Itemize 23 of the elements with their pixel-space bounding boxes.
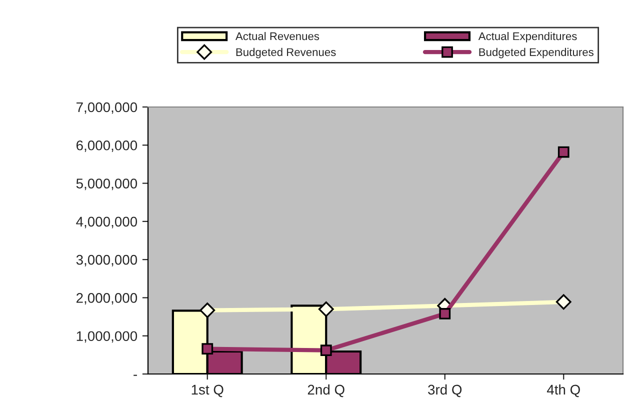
x-tick-label: 3rd Q: [428, 384, 462, 398]
x-tick-label: 4th Q: [546, 384, 580, 398]
y-tick-label: 6,000,000: [76, 140, 138, 152]
y-tick-label: 7,000,000: [76, 102, 138, 114]
legend-label: Budgeted Revenues: [236, 48, 336, 58]
legend-label: Actual Expenditures: [478, 32, 577, 42]
point: [202, 343, 214, 355]
legend-label: Budgeted Expenditures: [479, 48, 594, 58]
point: [439, 308, 451, 320]
y-tick-label: 5,000,000: [76, 178, 138, 190]
point: [200, 302, 216, 318]
y-tick-label: 4,000,000: [76, 216, 138, 228]
y-tick-label: 2,000,000: [76, 293, 138, 305]
point: [558, 146, 570, 158]
y-tick-label: 1,000,000: [76, 331, 138, 343]
x-tick-label: 1st Q: [192, 384, 224, 398]
y-tick-label: -: [134, 374, 137, 376]
point: [318, 301, 334, 317]
legend-label: Actual Revenues: [235, 32, 320, 40]
point: [320, 344, 332, 356]
y-tick-label: 3,000,000: [76, 254, 138, 266]
x-tick-label: 2nd Q: [308, 384, 344, 398]
point: [556, 294, 572, 310]
